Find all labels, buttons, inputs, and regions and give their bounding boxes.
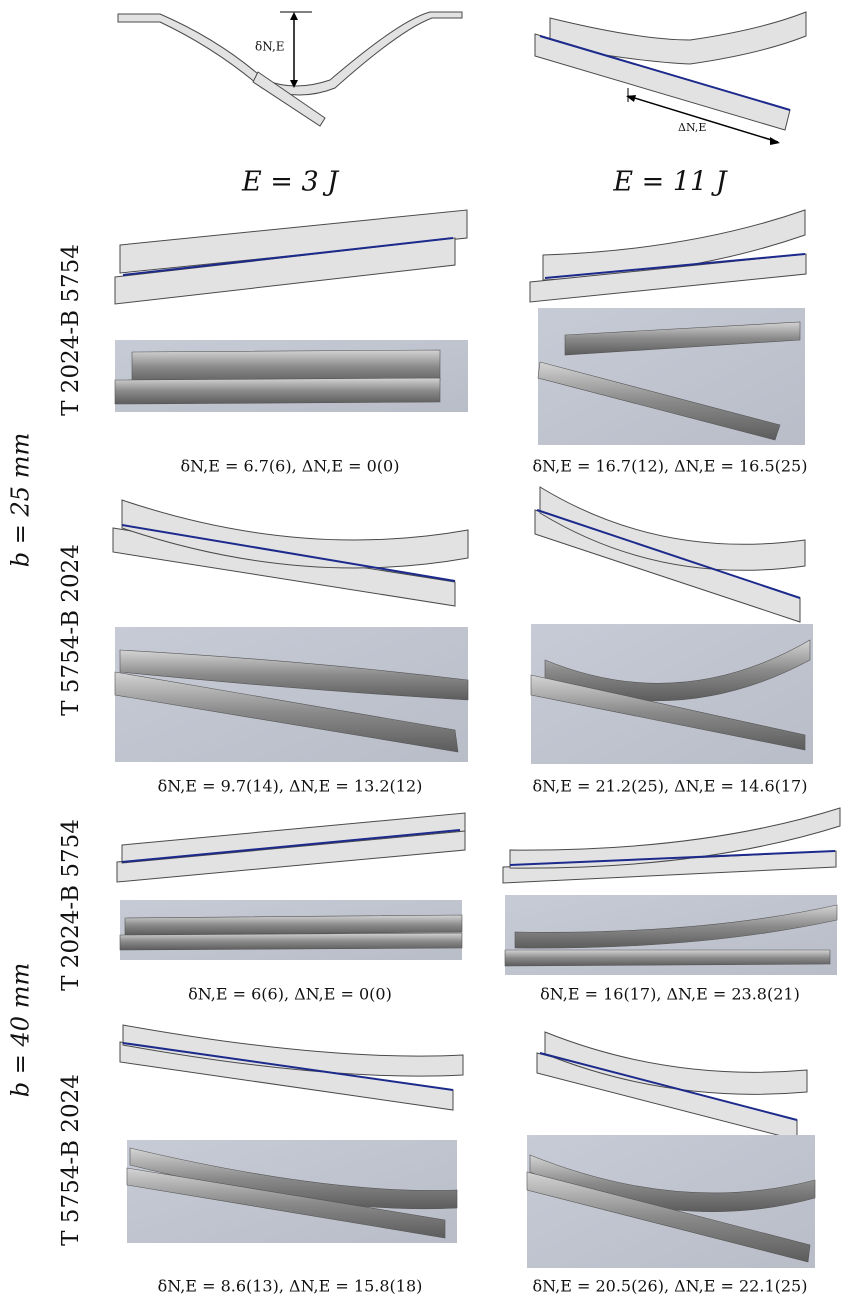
column-header: E = 3 J (241, 167, 340, 198)
row-label: T 2024-B 5754 (58, 244, 84, 416)
column-header: E = 11 J (612, 167, 728, 198)
caption: δN,E = 8.6(13), ΔN,E = 15.8(18) (158, 1277, 423, 1296)
group-label: b = 25 mm (7, 433, 35, 567)
figure: δN,E ΔN,E E = 3 J E = 11 J b = 25 mm T 20… (0, 0, 843, 1303)
photo-specimen (125, 915, 462, 935)
schematic-label: δN,E (255, 40, 285, 54)
caption: δN,E = 6(6), ΔN,E = 0(0) (188, 985, 392, 1004)
row-label: T 5754-B 2024 (58, 1074, 84, 1246)
caption: δN,E = 20.5(26), ΔN,E = 22.1(25) (533, 1277, 808, 1296)
row-label: T 2024-B 5754 (58, 819, 84, 991)
schematic-label: ΔN,E (678, 121, 706, 134)
caption: δN,E = 9.7(14), ΔN,E = 13.2(12) (158, 777, 423, 796)
photo-specimen (115, 378, 440, 404)
schematic-plate (253, 72, 325, 126)
simulated-plate (540, 487, 805, 570)
caption: δN,E = 6.7(6), ΔN,E = 0(0) (181, 457, 400, 476)
photo-specimen (120, 933, 462, 950)
schematic-plate (118, 12, 462, 95)
caption: δN,E = 21.2(25), ΔN,E = 14.6(17) (533, 777, 808, 796)
row-label: T 5754-B 2024 (58, 544, 84, 716)
photo-specimen (505, 950, 830, 966)
caption: δN,E = 16(17), ΔN,E = 23.8(21) (540, 985, 800, 1004)
caption: δN,E = 16.7(12), ΔN,E = 16.5(25) (533, 457, 808, 476)
group-label: b = 40 mm (7, 963, 35, 1097)
